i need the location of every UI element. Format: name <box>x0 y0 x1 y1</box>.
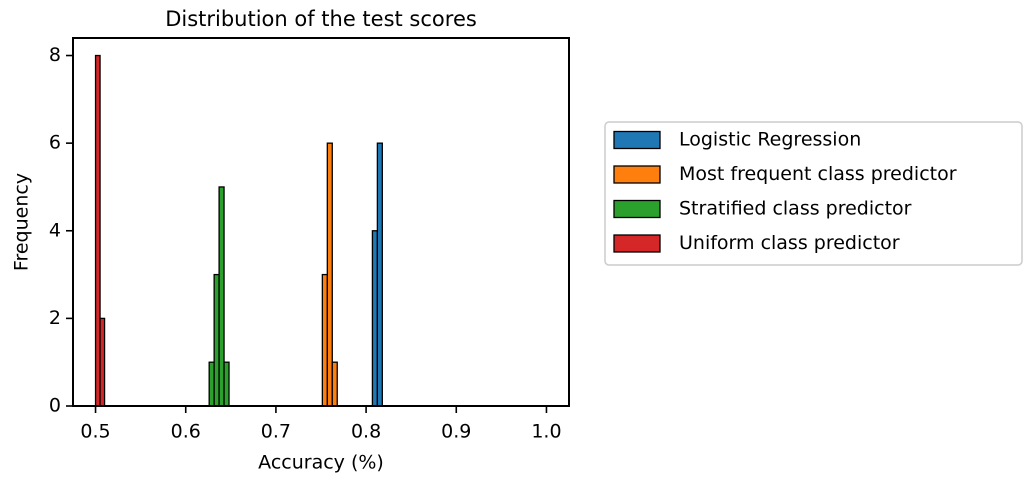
y-axis-label: Frequency <box>11 173 33 271</box>
y-tick-label: 6 <box>49 132 61 154</box>
histogram-bar <box>223 361 230 407</box>
x-tick-label: 0.6 <box>171 421 201 443</box>
legend-swatch <box>613 199 661 219</box>
histogram-bar <box>94 54 101 407</box>
histogram-bar <box>331 361 338 407</box>
legend-swatch <box>613 165 661 184</box>
x-tick-label: 0.7 <box>261 421 291 443</box>
y-tick-label: 2 <box>49 307 61 329</box>
x-tick-label: 0.5 <box>80 421 110 443</box>
legend-box <box>604 121 1023 266</box>
legend-label: Logistic Regression <box>679 129 861 151</box>
plot-frame <box>72 37 570 407</box>
legend-swatch <box>613 234 661 253</box>
legend-label: Most frequent class predictor <box>679 163 957 185</box>
x-tick-label: 0.8 <box>351 421 381 443</box>
chart-title: Distribution of the test scores <box>165 7 477 31</box>
histogram-bar <box>218 186 225 407</box>
y-tick-label: 4 <box>49 219 61 241</box>
x-tick-label: 1.0 <box>531 421 561 443</box>
histogram-bar <box>213 273 220 407</box>
histogram-bar <box>376 142 383 407</box>
y-tick-label: 0 <box>49 395 61 417</box>
legend-label: Stratified class predictor <box>679 198 912 220</box>
x-axis-label: Accuracy (%) <box>258 452 384 474</box>
histogram-bar <box>208 361 215 407</box>
histogram-bar <box>321 273 328 407</box>
histogram-bar <box>326 142 333 407</box>
legend-label: Uniform class predictor <box>679 232 900 254</box>
legend-swatch <box>613 130 661 150</box>
y-tick-label: 8 <box>49 44 61 66</box>
x-tick-label: 0.9 <box>441 421 471 443</box>
histogram-bar <box>99 317 106 407</box>
histogram-bar <box>371 230 379 407</box>
